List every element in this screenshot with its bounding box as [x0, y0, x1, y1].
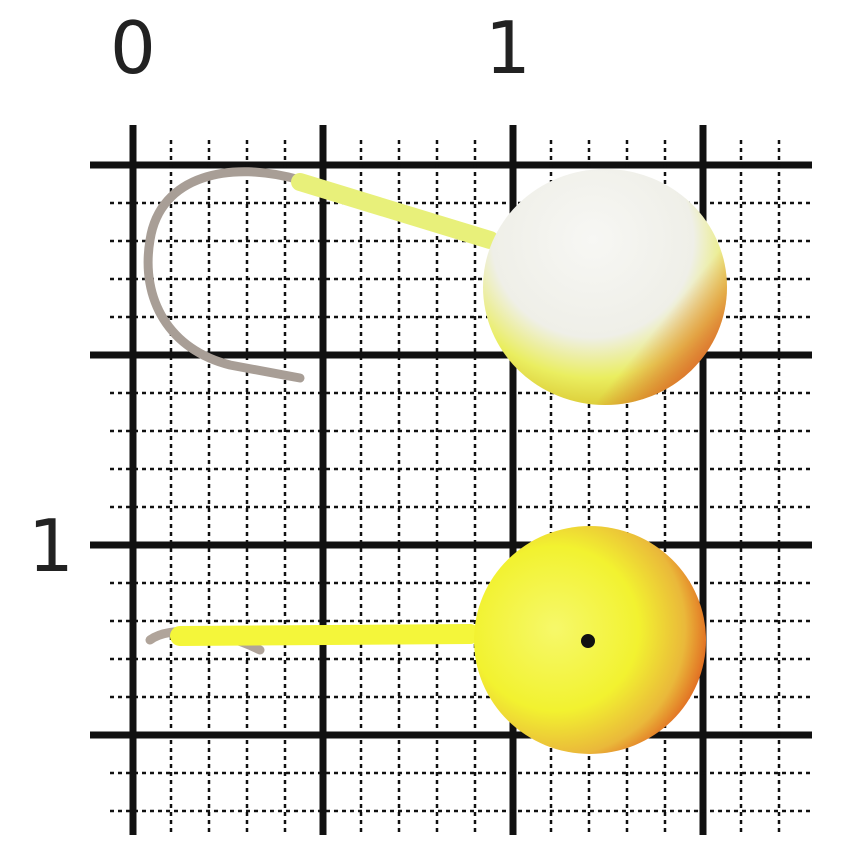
- scale-label-left-one: 1: [28, 504, 74, 588]
- jig-white-top: [143, 167, 727, 405]
- scale-label-top-one: 1: [485, 6, 531, 90]
- scale-label-top-zero: 0: [110, 6, 156, 90]
- shank: [291, 173, 499, 249]
- shank: [170, 624, 480, 646]
- jig-yellow-bottom: [145, 526, 706, 754]
- hook: [143, 167, 305, 383]
- line-hole: [581, 634, 595, 648]
